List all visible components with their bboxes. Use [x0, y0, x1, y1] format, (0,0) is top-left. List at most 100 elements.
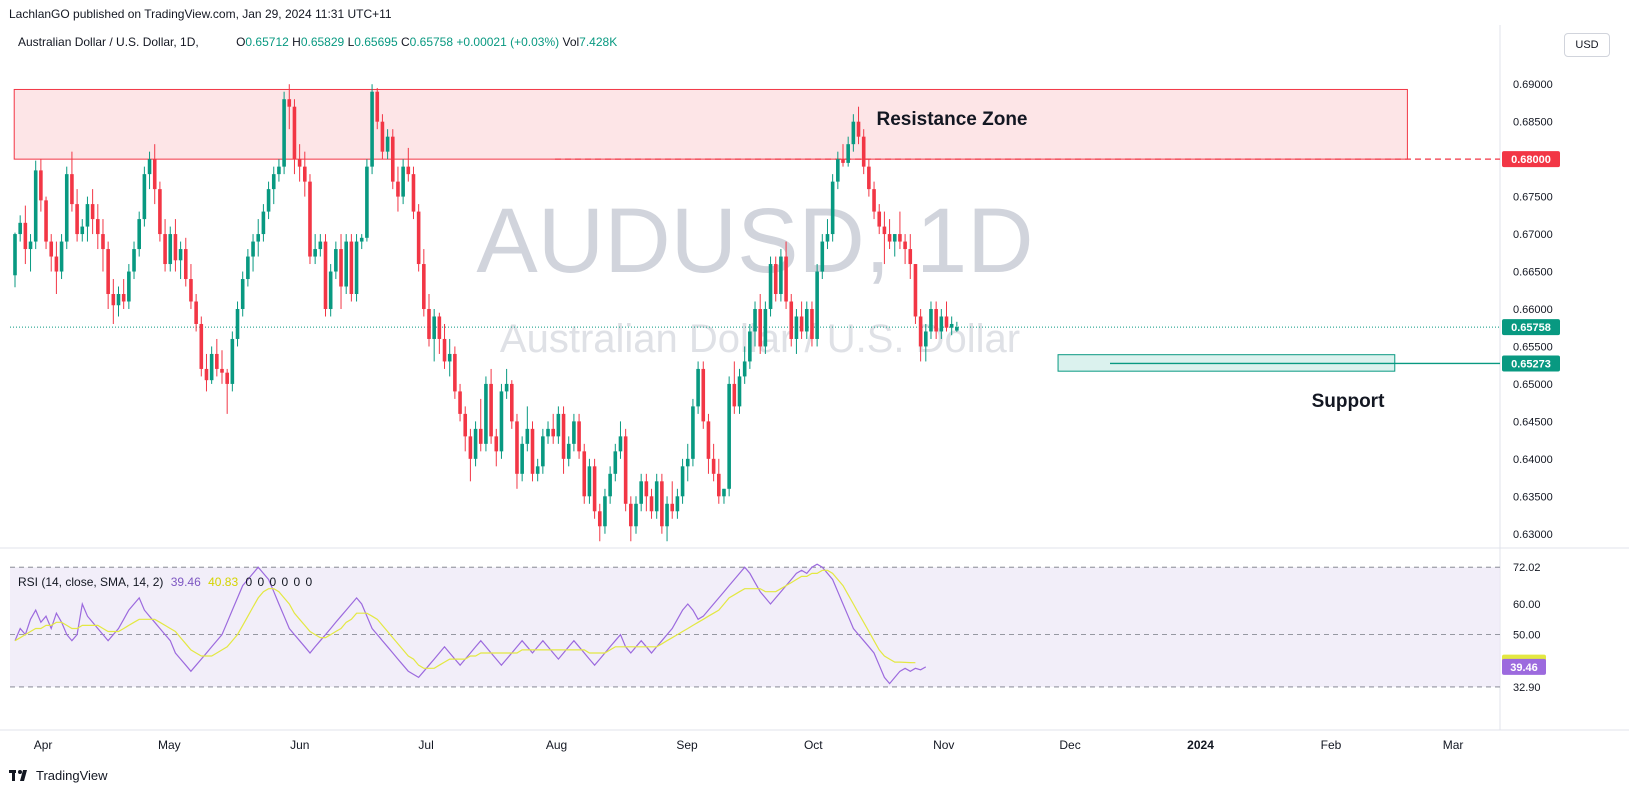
candle [634, 496, 638, 534]
candle-body [685, 458, 690, 467]
candle [779, 249, 783, 302]
candle-body [132, 249, 136, 272]
candle-body [748, 331, 752, 362]
candle [344, 234, 348, 295]
candle [396, 166, 400, 212]
candle-body [39, 170, 43, 201]
candle [339, 234, 343, 309]
time-tick-label: Jul [418, 738, 433, 752]
candle [799, 301, 804, 339]
candle-body [437, 316, 442, 339]
candle-body [375, 91, 380, 122]
candle-body [882, 226, 887, 235]
candle-body [209, 353, 214, 381]
price-tick-label: 0.63000 [1513, 529, 1553, 541]
candle-body [804, 308, 809, 332]
candle [416, 204, 421, 272]
candle [33, 160, 38, 250]
time-tick-label: Sep [676, 738, 698, 752]
candle-body [334, 249, 338, 272]
candle-body [54, 256, 59, 272]
candle [489, 368, 493, 444]
candle-body [872, 189, 876, 212]
candle-body [96, 219, 100, 235]
candle [328, 264, 333, 317]
rsi-badge: 39.46 [1510, 662, 1538, 674]
candle [215, 338, 219, 377]
candle-body [551, 428, 555, 437]
candle [173, 219, 178, 272]
candle-body [427, 308, 431, 339]
candle [220, 350, 224, 384]
candle [737, 368, 742, 414]
candle-body [742, 361, 747, 377]
candle [597, 503, 602, 542]
candle-body [349, 241, 354, 295]
candle-body [137, 219, 141, 250]
candle [39, 159, 43, 212]
candle-body [525, 428, 530, 444]
resistance-zone [13, 88, 1408, 160]
candle-body [380, 121, 385, 152]
candle [660, 473, 664, 534]
candle [939, 308, 944, 339]
candle [804, 301, 809, 339]
candle [541, 428, 545, 474]
rsi-line [14, 563, 927, 685]
candle [271, 166, 276, 205]
candle [680, 458, 685, 504]
candle [955, 321, 959, 332]
resistance-label: Resistance Zone [877, 109, 1028, 130]
support-price-label: 0.65273 [1511, 358, 1551, 370]
candle-body [18, 222, 22, 235]
candle-body [199, 323, 204, 369]
candle-body [85, 204, 90, 227]
candle [711, 443, 716, 482]
candle [101, 219, 105, 272]
candle-body [468, 436, 473, 459]
candle [561, 406, 566, 474]
candle [530, 421, 535, 482]
candle [75, 189, 79, 242]
rsi-tick-label: 50.00 [1513, 630, 1541, 642]
tradingview-logo[interactable]: TradingView [9, 768, 108, 783]
candle-body [168, 234, 173, 265]
candle [742, 346, 747, 384]
candle [603, 488, 607, 534]
candle-body [308, 181, 312, 257]
candle [649, 488, 654, 519]
candle-body [370, 91, 374, 167]
candle-body [851, 121, 856, 145]
candles [13, 84, 959, 542]
resistance-price-label: 0.68000 [1511, 154, 1551, 166]
candle-body [670, 503, 675, 512]
candle [758, 294, 762, 354]
candle [411, 166, 416, 220]
candle [365, 159, 369, 242]
candle [380, 114, 385, 160]
candle-body [654, 481, 659, 512]
candle [727, 376, 731, 497]
candle [717, 458, 721, 504]
currency-button[interactable]: USD [1564, 33, 1610, 57]
candle-body [406, 166, 411, 175]
rsi-tick-label: 60.00 [1513, 599, 1541, 611]
candle-body [64, 174, 69, 242]
candle-body [478, 428, 483, 444]
candle-body [323, 241, 328, 309]
price-tick-label: 0.66500 [1513, 267, 1553, 279]
candle-body [401, 166, 405, 197]
candle [836, 151, 840, 190]
candle [882, 211, 887, 265]
candle-body [292, 106, 297, 160]
candle [608, 466, 612, 504]
candle-body [106, 249, 110, 295]
candle [473, 421, 478, 467]
candle-body [737, 376, 742, 407]
candle [458, 383, 462, 422]
rsi-tick-label: 32.90 [1513, 682, 1541, 694]
candle [199, 316, 204, 377]
candle-body [644, 481, 649, 497]
candle-body [339, 249, 343, 287]
